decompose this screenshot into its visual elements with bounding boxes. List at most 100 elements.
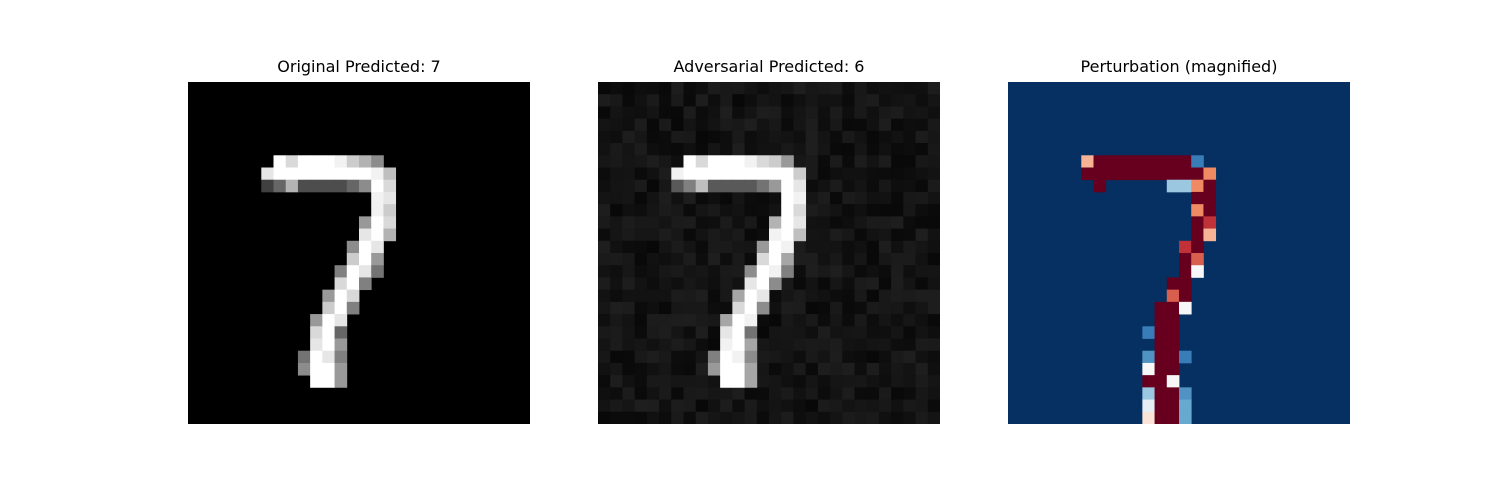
noise-pixel <box>903 362 916 376</box>
image-pixel <box>756 277 770 291</box>
noise-pixel <box>891 118 904 132</box>
image-pixel <box>732 326 745 339</box>
noise-pixel <box>830 338 843 352</box>
noise-pixel <box>854 289 868 303</box>
image-pixel <box>1166 301 1180 315</box>
noise-pixel <box>793 301 807 315</box>
image-pixel <box>1154 326 1168 339</box>
noise-pixel <box>781 338 794 352</box>
noise-pixel <box>854 143 868 156</box>
noise-pixel <box>707 301 721 315</box>
noise-pixel <box>720 143 733 156</box>
image-pixel <box>1130 167 1143 181</box>
image-pixel <box>261 179 274 193</box>
noise-pixel <box>683 82 697 95</box>
noise-pixel <box>671 265 684 278</box>
noise-pixel <box>830 411 843 424</box>
image-pixel <box>793 216 807 229</box>
noise-pixel <box>830 143 843 156</box>
noise-pixel <box>634 106 648 120</box>
noise-pixel <box>842 253 855 266</box>
noise-pixel <box>598 155 611 168</box>
noise-pixel <box>646 387 660 400</box>
noise-pixel <box>842 326 855 339</box>
image-pixel <box>310 179 323 193</box>
noise-pixel <box>793 289 807 303</box>
noise-pixel <box>622 362 636 376</box>
noise-pixel <box>720 240 733 254</box>
image-pixel <box>1203 179 1217 193</box>
noise-pixel <box>903 265 916 278</box>
noise-pixel <box>817 326 831 339</box>
noise-pixel <box>854 94 868 107</box>
noise-pixel <box>683 362 697 376</box>
noise-pixel <box>915 167 929 181</box>
noise-pixel <box>830 375 843 388</box>
noise-pixel <box>878 179 892 193</box>
noise-pixel <box>830 387 843 400</box>
noise-pixel <box>817 179 831 193</box>
noise-pixel <box>915 277 929 291</box>
image-pixel <box>732 179 745 193</box>
noise-pixel <box>805 326 819 339</box>
noise-pixel <box>915 106 929 120</box>
noise-pixel <box>695 216 709 229</box>
noise-pixel <box>634 314 648 327</box>
noise-pixel <box>695 350 709 364</box>
noise-pixel <box>659 375 672 388</box>
noise-pixel <box>793 399 807 413</box>
noise-pixel <box>683 277 697 291</box>
noise-pixel <box>793 94 807 107</box>
noise-pixel <box>744 94 758 107</box>
noise-pixel <box>891 350 904 364</box>
image-pixel <box>1179 350 1192 364</box>
noise-pixel <box>756 118 770 132</box>
noise-pixel <box>842 265 855 278</box>
noise-pixel <box>805 106 819 120</box>
noise-pixel <box>695 277 709 291</box>
image-pixel <box>1166 362 1180 376</box>
image-pixel <box>261 167 274 181</box>
noise-pixel <box>756 216 770 229</box>
image-pixel <box>371 216 384 229</box>
noise-pixel <box>781 130 794 144</box>
image-pixel <box>1117 167 1131 181</box>
noise-pixel <box>817 118 831 132</box>
noise-pixel <box>903 253 916 266</box>
noise-pixel <box>695 326 709 339</box>
noise-pixel <box>805 375 819 388</box>
image-pixel <box>1191 216 1204 229</box>
noise-pixel <box>720 204 733 217</box>
noise-pixel <box>915 253 929 266</box>
noise-pixel <box>598 375 611 388</box>
noise-pixel <box>695 143 709 156</box>
noise-pixel <box>830 240 843 254</box>
noise-pixel <box>927 375 940 388</box>
image-pixel <box>1142 362 1155 376</box>
noise-pixel <box>695 240 709 254</box>
noise-pixel <box>891 82 904 95</box>
noise-pixel <box>842 82 855 95</box>
noise-pixel <box>842 216 855 229</box>
noise-pixel <box>659 179 672 193</box>
noise-pixel <box>866 289 880 303</box>
noise-pixel <box>927 326 940 339</box>
noise-pixel <box>622 289 636 303</box>
noise-pixel <box>707 411 721 424</box>
image-pixel <box>744 179 758 193</box>
noise-pixel <box>720 253 733 266</box>
noise-pixel <box>866 167 880 181</box>
noise-pixel <box>903 204 916 217</box>
noise-pixel <box>622 228 636 242</box>
noise-pixel <box>610 362 623 376</box>
image-pixel <box>769 216 782 229</box>
noise-pixel <box>659 82 672 95</box>
noise-pixel <box>683 350 697 364</box>
noise-pixel <box>634 167 648 181</box>
noise-pixel <box>927 338 940 352</box>
noise-pixel <box>659 362 672 376</box>
noise-pixel <box>659 216 672 229</box>
noise-pixel <box>634 326 648 339</box>
noise-pixel <box>878 350 892 364</box>
noise-pixel <box>598 228 611 242</box>
